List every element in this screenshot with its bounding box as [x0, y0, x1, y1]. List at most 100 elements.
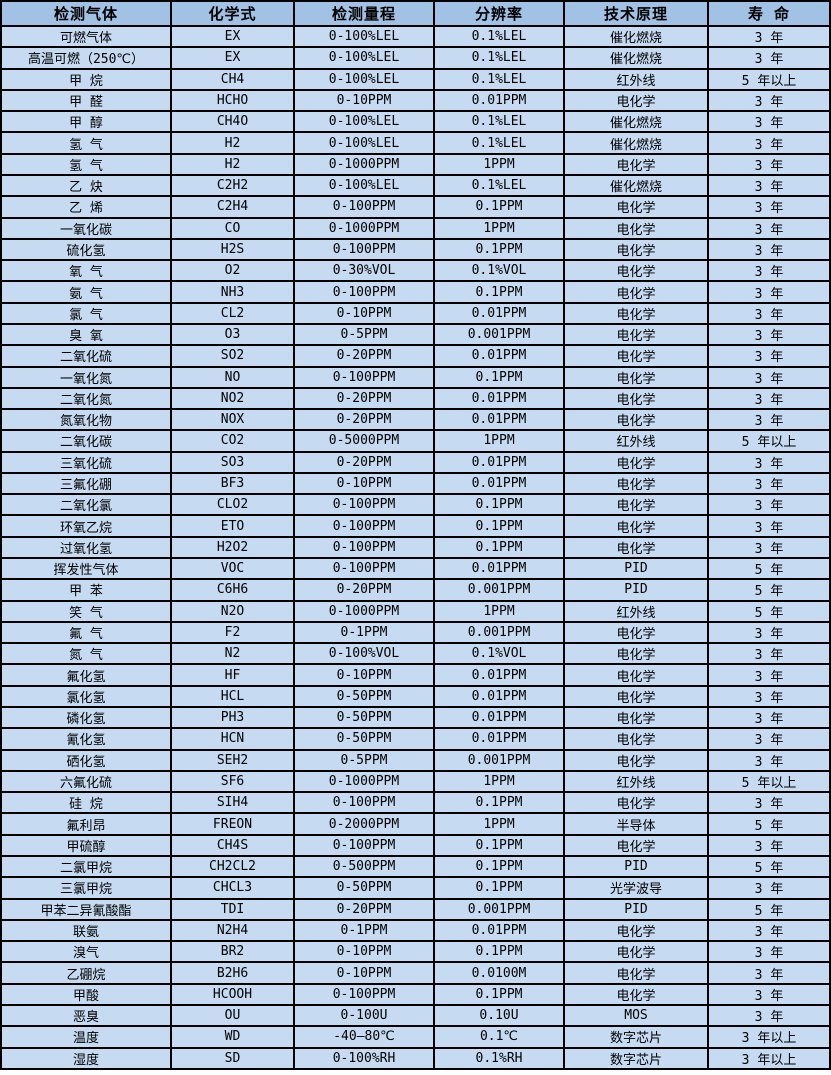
cell-principle: 电化学	[563, 620, 709, 645]
cell-lifespan: 3 年	[707, 173, 831, 198]
cell-range: 0-100%LEL	[293, 131, 435, 155]
table-row: 氟利昂 FREON 0-2000PPM 1PPM 半导体 5 年	[0, 812, 831, 836]
cell-resolution: 0.1%LEL	[433, 67, 565, 91]
cell-gas: 六氟化硫	[0, 769, 172, 794]
cell-resolution: 0.1%LEL	[433, 24, 565, 49]
cell-resolution: 0.001PPM	[433, 578, 565, 602]
cell-lifespan: 3 年	[707, 705, 831, 730]
table-row: 湿度 SD 0-100%RH 0.1%RH 数字芯片 3 年以上	[0, 1046, 831, 1070]
cell-formula: BF3	[170, 471, 295, 496]
cell-formula: OU	[170, 1003, 295, 1028]
cell-formula: TDI	[170, 897, 295, 921]
table-row: 甲苯二异氰酸酯 TDI 0-20PPM 0.001PPM PID 5 年	[0, 897, 831, 921]
cell-gas: 三氯甲烷	[0, 876, 172, 900]
cell-principle: 电化学	[563, 450, 709, 474]
table-row: 氟 气 F2 0-1PPM 0.001PPM 电化学 3 年	[0, 620, 831, 645]
cell-gas: 二氧化碳	[0, 429, 172, 453]
cell-resolution: 0.1PPM	[433, 237, 565, 262]
cell-formula: SD	[170, 1046, 295, 1070]
table-row: 氟化氢 HF 0-10PPM 0.01PPM 电化学 3 年	[0, 663, 831, 687]
cell-formula: NO	[170, 365, 295, 389]
cell-principle: 催化燃烧	[563, 131, 709, 155]
cell-formula: SO2	[170, 344, 295, 368]
cell-range: 0-20PPM	[293, 897, 435, 921]
cell-resolution: 0.1PPM	[433, 535, 565, 560]
cell-principle: 电化学	[563, 705, 709, 730]
cell-resolution: 0.01PPM	[433, 471, 565, 496]
cell-gas: 一氧化碳	[0, 216, 172, 240]
table-row: 可燃气体 EX 0-100%LEL 0.1%LEL 催化燃烧 3 年	[0, 24, 831, 49]
cell-resolution: 0.001PPM	[433, 620, 565, 645]
cell-gas: 二氧化氯	[0, 493, 172, 517]
table-header: 检测气体 化学式 检测量程 分辨率 技术原理 寿 命	[0, 0, 831, 27]
cell-lifespan: 3 年	[707, 727, 831, 751]
cell-gas: 环氧乙烷	[0, 514, 172, 538]
cell-resolution: 1PPM	[433, 429, 565, 453]
cell-resolution: 0.01PPM	[433, 663, 565, 687]
cell-resolution: 0.1PPM	[433, 982, 565, 1006]
cell-formula: N2O	[170, 599, 295, 623]
table-row: 二氯甲烷 CH2CL2 0-500PPM 0.1PPM PID 5 年	[0, 854, 831, 879]
header-lifespan: 寿 命	[707, 0, 831, 27]
cell-formula: SEH2	[170, 748, 295, 772]
table-row: 环氧乙烷 ETO 0-100PPM 0.1PPM 电化学 3 年	[0, 514, 831, 538]
cell-lifespan: 3 年	[707, 88, 831, 113]
cell-lifespan: 3 年	[707, 663, 831, 687]
cell-range: 0-1000PPM	[293, 769, 435, 794]
cell-principle: 电化学	[563, 961, 709, 985]
cell-range: 0-100%LEL	[293, 67, 435, 91]
table-row: 二氧化氮 NO2 0-20PPM 0.01PPM 电化学 3 年	[0, 386, 831, 411]
cell-range: 0-5PPM	[293, 748, 435, 772]
cell-range: 0-100%VOL	[293, 642, 435, 666]
cell-range: 0-1PPM	[293, 620, 435, 645]
cell-principle: 电化学	[563, 514, 709, 538]
header-row: 检测气体 化学式 检测量程 分辨率 技术原理 寿 命	[0, 0, 831, 27]
cell-gas: 溴气	[0, 940, 172, 964]
cell-lifespan: 3 年	[707, 514, 831, 538]
table-row: 甲 醛 HCHO 0-10PPM 0.01PPM 电化学 3 年	[0, 88, 831, 113]
cell-principle: PID	[563, 854, 709, 879]
cell-principle: 电化学	[563, 663, 709, 687]
cell-formula: H2O2	[170, 535, 295, 560]
cell-range: 0-100U	[293, 1003, 435, 1028]
cell-lifespan: 3 年	[707, 1003, 831, 1028]
cell-lifespan: 5 年以上	[707, 769, 831, 794]
cell-range: 0-50PPM	[293, 727, 435, 751]
cell-formula: CL2	[170, 301, 295, 325]
cell-lifespan: 3 年	[707, 684, 831, 709]
cell-gas: 氯 气	[0, 301, 172, 325]
cell-lifespan: 5 年	[707, 854, 831, 879]
cell-lifespan: 5 年	[707, 557, 831, 581]
cell-resolution: 1PPM	[433, 769, 565, 794]
cell-range: 0-30%VOL	[293, 259, 435, 283]
cell-lifespan: 3 年	[707, 301, 831, 325]
cell-formula: O3	[170, 322, 295, 347]
cell-formula: HCHO	[170, 88, 295, 113]
cell-gas: 甲 醇	[0, 110, 172, 134]
cell-principle: 电化学	[563, 471, 709, 496]
cell-range: 0-100PPM	[293, 791, 435, 815]
cell-resolution: 0.01PPM	[433, 557, 565, 581]
cell-gas: 氢 气	[0, 131, 172, 155]
cell-resolution: 0.1%LEL	[433, 131, 565, 155]
cell-principle: 电化学	[563, 940, 709, 964]
cell-range: 0-100PPM	[293, 365, 435, 389]
cell-resolution: 0.01PPM	[433, 918, 565, 943]
cell-range: -40—80℃	[293, 1025, 435, 1049]
cell-principle: 电化学	[563, 216, 709, 240]
cell-gas: 臭 氧	[0, 322, 172, 347]
cell-range: 0-10PPM	[293, 940, 435, 964]
cell-formula: SO3	[170, 450, 295, 474]
cell-gas: 甲 苯	[0, 578, 172, 602]
cell-range: 0-20PPM	[293, 578, 435, 602]
cell-gas: 氟利昂	[0, 812, 172, 836]
cell-gas: 甲 醛	[0, 88, 172, 113]
table-row: 氮 气 N2 0-100%VOL 0.1%VOL 电化学 3 年	[0, 642, 831, 666]
cell-gas: 乙 烯	[0, 195, 172, 219]
header-formula: 化学式	[170, 0, 295, 27]
cell-resolution: 1PPM	[433, 152, 565, 176]
table-row: 氢 气 H2 0-100%LEL 0.1%LEL 催化燃烧 3 年	[0, 131, 831, 155]
cell-principle: 电化学	[563, 791, 709, 815]
cell-range: 0-10PPM	[293, 961, 435, 985]
